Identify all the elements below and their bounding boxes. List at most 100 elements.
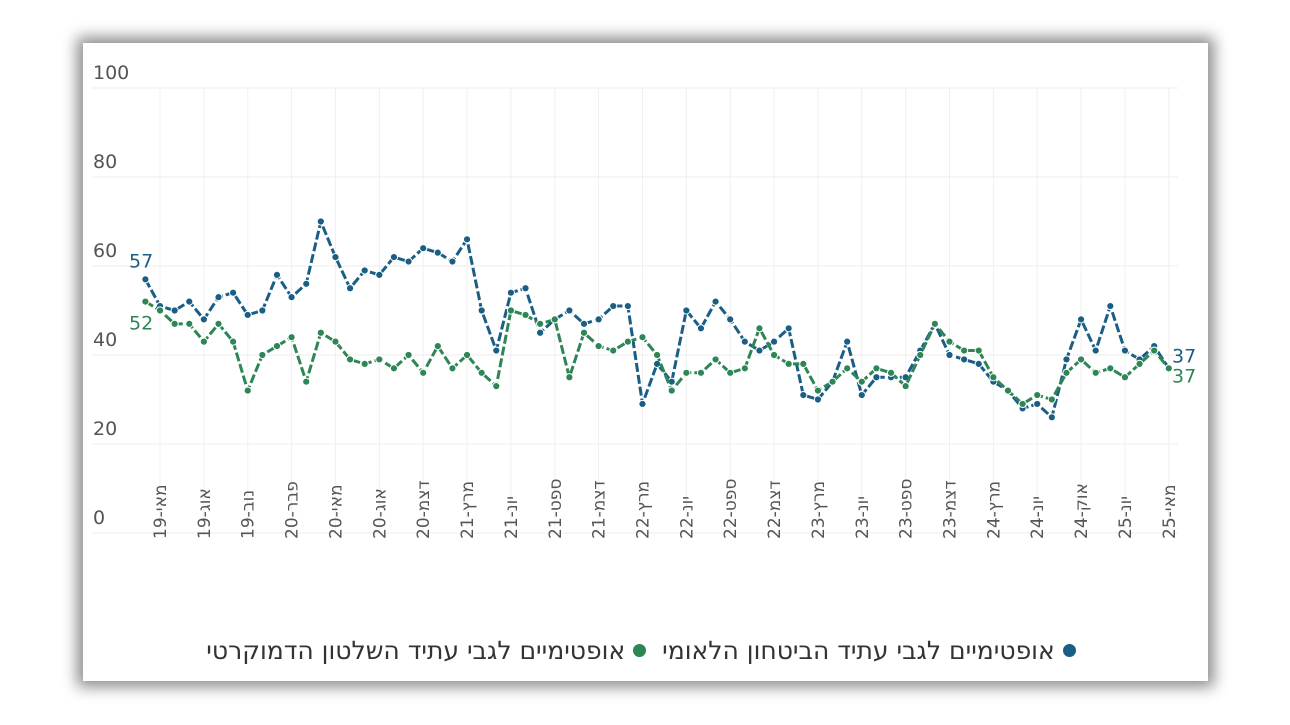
data-point[interactable]	[243, 386, 252, 395]
data-point[interactable]	[1120, 346, 1130, 355]
data-point[interactable]	[1106, 301, 1115, 311]
data-point[interactable]	[258, 306, 267, 315]
data-point[interactable]	[843, 337, 852, 346]
data-point[interactable]	[331, 337, 340, 346]
legend-item-democracy[interactable]: אופטימיים לגבי עתיד השלטון הדמוקרטי	[206, 636, 654, 665]
data-point[interactable]	[199, 315, 208, 324]
data-point[interactable]	[331, 253, 340, 262]
data-point[interactable]	[594, 315, 603, 324]
data-point[interactable]	[199, 337, 208, 346]
data-point[interactable]	[521, 310, 530, 320]
data-point[interactable]	[653, 350, 662, 360]
data-point[interactable]	[623, 337, 632, 346]
data-point[interactable]	[989, 373, 998, 382]
data-point[interactable]	[1018, 399, 1027, 409]
data-point[interactable]	[974, 359, 983, 368]
data-point[interactable]	[316, 217, 325, 226]
data-point[interactable]	[462, 235, 472, 244]
data-point[interactable]	[740, 364, 749, 373]
data-point[interactable]	[360, 359, 369, 368]
data-point[interactable]	[813, 386, 823, 395]
data-point[interactable]	[243, 310, 252, 320]
data-point[interactable]	[272, 342, 282, 351]
data-point[interactable]	[214, 319, 223, 328]
data-point[interactable]	[769, 350, 779, 360]
data-point[interactable]	[492, 346, 501, 355]
data-point[interactable]	[375, 355, 384, 364]
data-point[interactable]	[316, 328, 325, 337]
data-point[interactable]	[345, 355, 355, 364]
data-point[interactable]	[419, 368, 428, 377]
data-point[interactable]	[433, 248, 442, 257]
data-point[interactable]	[448, 364, 457, 373]
data-point[interactable]	[185, 297, 194, 306]
data-point[interactable]	[872, 364, 881, 373]
data-point[interactable]	[185, 319, 194, 328]
data-point[interactable]	[638, 333, 647, 342]
data-point[interactable]	[960, 346, 969, 355]
data-point[interactable]	[272, 270, 282, 279]
data-point[interactable]	[419, 244, 428, 253]
data-point[interactable]	[960, 355, 969, 364]
data-point[interactable]	[945, 337, 954, 346]
data-point[interactable]	[360, 266, 369, 275]
data-point[interactable]	[404, 257, 413, 266]
data-point[interactable]	[506, 288, 515, 297]
data-point[interactable]	[1150, 346, 1159, 355]
data-point[interactable]	[945, 350, 954, 360]
data-point[interactable]	[565, 373, 574, 382]
data-point[interactable]	[141, 297, 150, 306]
data-point[interactable]	[901, 382, 910, 391]
data-point[interactable]	[345, 284, 355, 293]
data-point[interactable]	[696, 368, 706, 377]
data-point[interactable]	[170, 319, 179, 328]
data-point[interactable]	[711, 355, 720, 364]
data-point[interactable]	[404, 350, 413, 360]
data-point[interactable]	[375, 270, 384, 279]
data-point[interactable]	[813, 395, 823, 404]
data-point[interactable]	[696, 324, 706, 333]
data-point[interactable]	[1033, 399, 1042, 409]
data-point[interactable]	[726, 368, 735, 377]
data-point[interactable]	[477, 368, 486, 377]
data-point[interactable]	[287, 293, 296, 302]
data-point[interactable]	[682, 306, 691, 315]
data-point[interactable]	[579, 319, 589, 328]
data-point[interactable]	[609, 301, 618, 311]
data-point[interactable]	[872, 373, 881, 382]
data-point[interactable]	[229, 337, 238, 346]
data-point[interactable]	[682, 368, 691, 377]
data-point[interactable]	[799, 359, 808, 368]
data-point[interactable]	[433, 342, 442, 351]
data-point[interactable]	[258, 350, 267, 360]
data-point[interactable]	[229, 288, 238, 297]
data-point[interactable]	[755, 346, 764, 355]
legend-item-security[interactable]: אופטימיים לגבי עתיד הביטחון הלאומי	[662, 636, 1084, 665]
data-point[interactable]	[667, 386, 676, 395]
data-point[interactable]	[843, 364, 852, 373]
data-point[interactable]	[930, 319, 939, 328]
data-point[interactable]	[623, 301, 632, 311]
data-point[interactable]	[799, 390, 808, 400]
data-point[interactable]	[1076, 315, 1086, 324]
data-point[interactable]	[477, 306, 486, 315]
data-point[interactable]	[784, 359, 793, 368]
data-point[interactable]	[857, 377, 866, 386]
data-point[interactable]	[155, 306, 165, 315]
data-point[interactable]	[521, 284, 530, 293]
data-point[interactable]	[769, 337, 779, 346]
data-point[interactable]	[1047, 413, 1056, 422]
data-point[interactable]	[462, 350, 472, 360]
data-point[interactable]	[506, 306, 515, 315]
data-point[interactable]	[536, 319, 545, 328]
data-point[interactable]	[302, 377, 311, 386]
data-point[interactable]	[886, 368, 896, 377]
data-point[interactable]	[579, 328, 589, 337]
data-point[interactable]	[653, 359, 662, 368]
data-point[interactable]	[974, 346, 983, 355]
data-point[interactable]	[857, 390, 866, 400]
data-point[interactable]	[1135, 359, 1144, 368]
data-point[interactable]	[740, 337, 749, 346]
data-point[interactable]	[916, 350, 925, 360]
data-point[interactable]	[711, 297, 720, 306]
